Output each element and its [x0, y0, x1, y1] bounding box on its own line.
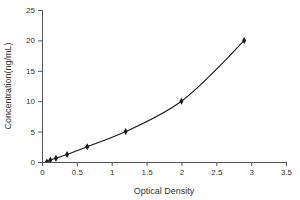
y-tick-mark	[38, 162, 42, 163]
x-tick-mark	[77, 162, 78, 166]
x-tick: 3.5	[281, 162, 293, 177]
x-tick-label: 3.5	[281, 168, 293, 177]
x-tick-label: 0	[40, 168, 45, 177]
series	[45, 37, 246, 162]
y-tick: 25	[26, 6, 42, 15]
x-tick-label: 2.5	[211, 168, 223, 177]
y-tick: 5	[31, 128, 42, 137]
y-tick: 15	[26, 67, 42, 76]
x-axis-title: Optical Density	[134, 186, 195, 196]
y-tick-mark	[38, 40, 42, 41]
x-tick-label: 1.5	[142, 168, 154, 177]
point	[242, 37, 246, 44]
y-tick: 20	[26, 36, 42, 45]
x-tick-label: 0.5	[72, 168, 84, 177]
y-axis-line	[38, 11, 43, 163]
x-tick-mark	[147, 162, 148, 166]
y-tick-mark	[38, 132, 42, 133]
y-tick-mark	[38, 101, 42, 102]
x-tick-label: 1	[110, 168, 115, 177]
point	[65, 151, 69, 158]
point	[179, 98, 183, 105]
x-axis-line	[43, 163, 287, 167]
y-tick-mark	[38, 71, 42, 72]
x-tick-label: 2	[180, 168, 185, 177]
point	[124, 128, 128, 135]
x-tick-label: 3	[249, 168, 254, 177]
x-axis: 0 0.5 1 1.5 2 2.5 3 3.5	[40, 162, 292, 177]
y-tick-label: 0	[31, 158, 36, 167]
y-tick-label: 15	[26, 67, 35, 76]
y-tick-label: 5	[31, 128, 36, 137]
x-tick: 1.5	[142, 162, 154, 177]
y-axis: 0 5 10 15 20 25	[26, 6, 42, 167]
chart: 0 0.5 1 1.5 2 2.5 3 3.5 0 5 10 15 20 25 Optical Densit…	[0, 0, 300, 200]
point	[85, 143, 89, 150]
x-tick: 2	[180, 162, 185, 177]
y-tick: 0	[31, 158, 42, 167]
curve	[47, 40, 244, 162]
x-tick-mark	[112, 162, 113, 166]
point	[48, 157, 52, 162]
x-tick: 1	[110, 162, 115, 177]
y-axis-title: Concentration(ng/mL)	[3, 42, 13, 129]
x-tick-mark	[181, 162, 182, 166]
point	[54, 155, 58, 162]
plot-area: 0 0.5 1 1.5 2 2.5 3 3.5 0 5 10 15 20 25	[26, 6, 293, 177]
y-tick-label: 10	[26, 97, 35, 106]
x-tick-mark	[251, 162, 252, 166]
x-tick-mark	[286, 162, 287, 166]
x-tick: 2.5	[211, 162, 223, 177]
x-tick: 0	[40, 162, 45, 177]
x-tick: 0.5	[72, 162, 84, 177]
x-tick-mark	[216, 162, 217, 166]
y-tick-label: 25	[26, 6, 35, 15]
point	[45, 159, 49, 162]
y-tick-mark	[38, 10, 42, 11]
x-tick: 3	[249, 162, 254, 177]
y-tick-label: 20	[26, 36, 35, 45]
y-tick: 10	[26, 97, 42, 106]
